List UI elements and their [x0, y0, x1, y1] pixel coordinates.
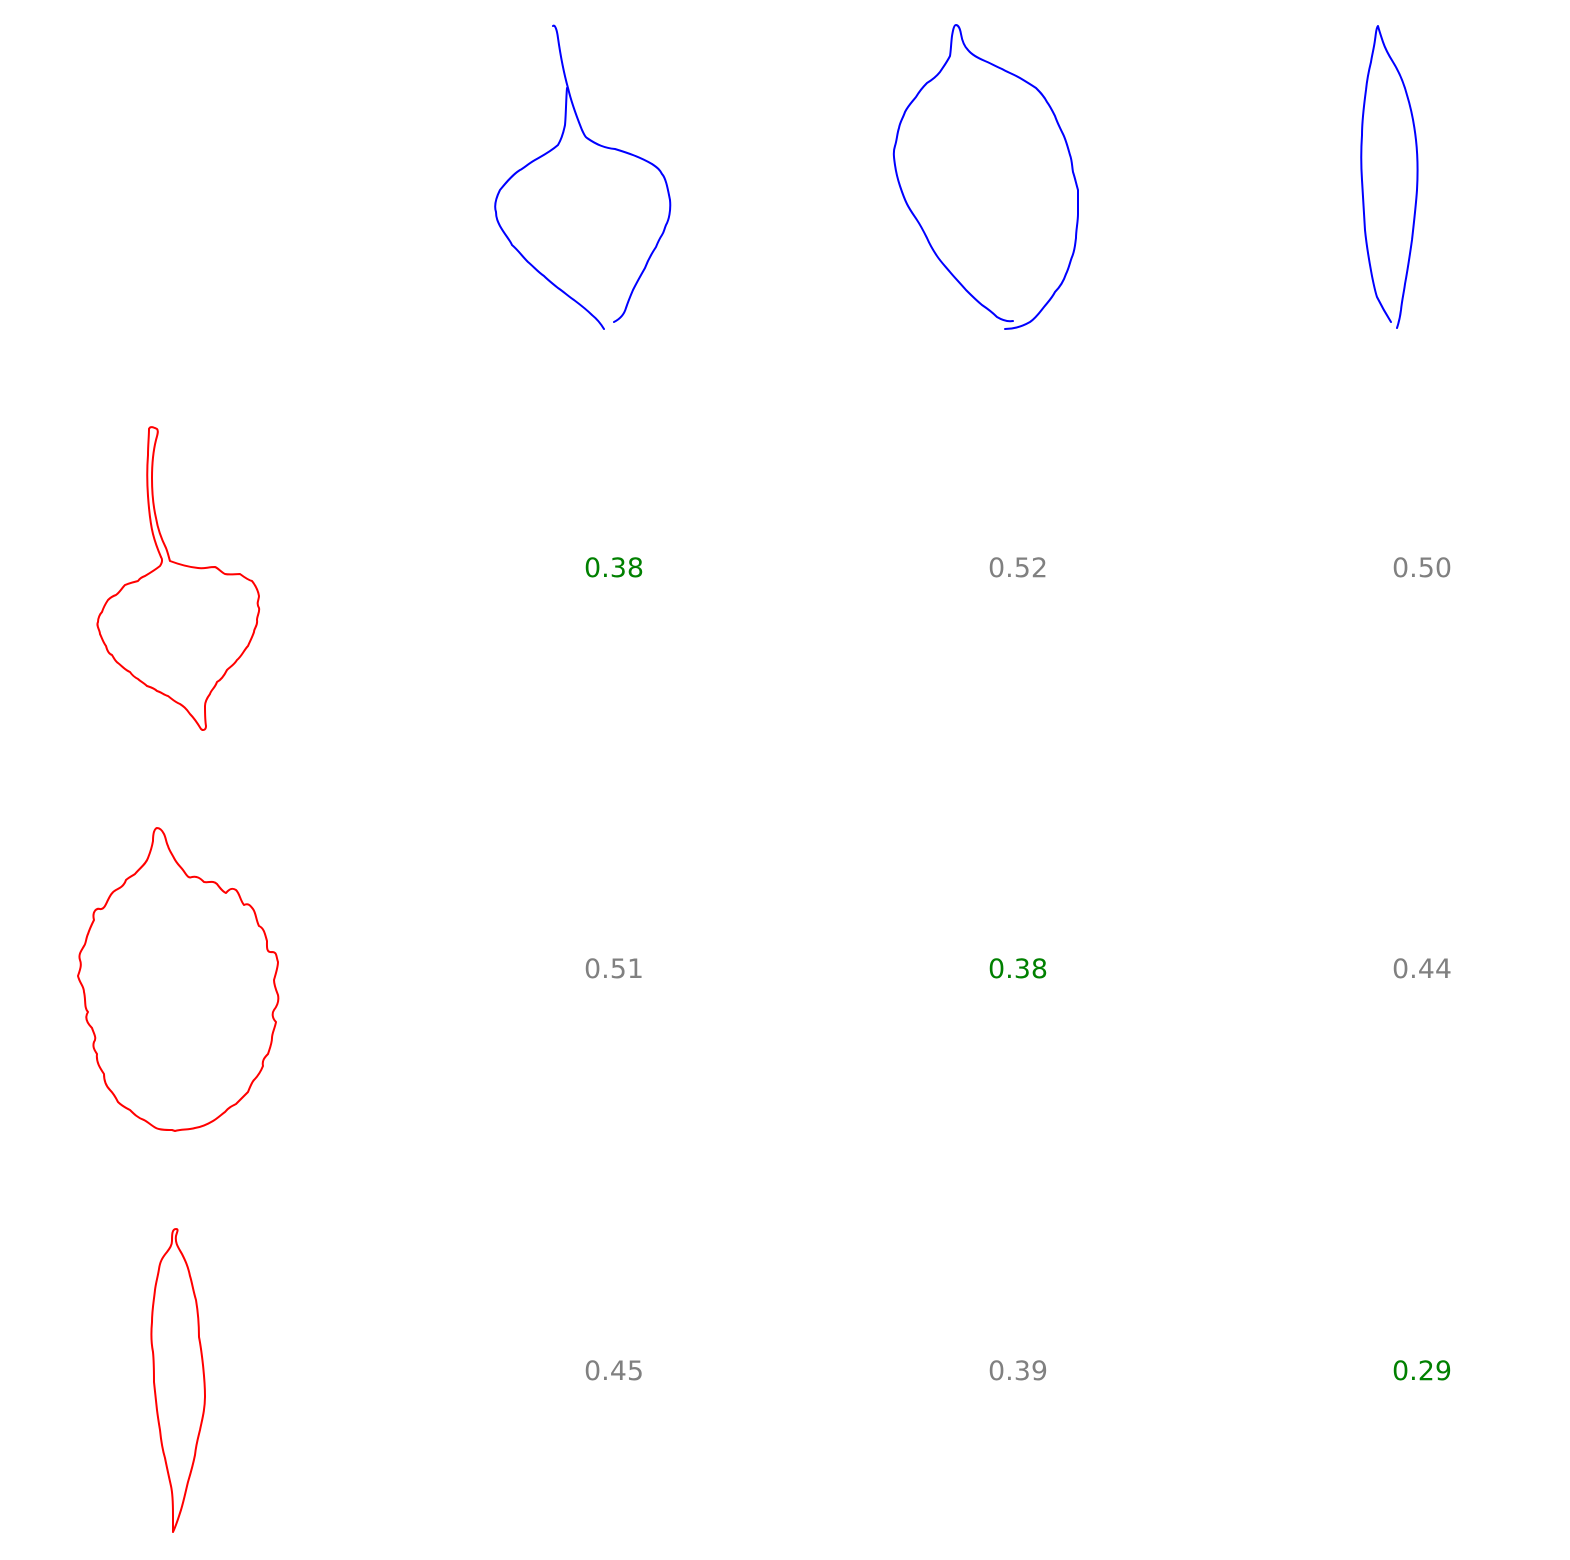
column-shape-1 — [494, 24, 672, 330]
match-score: 0.45 — [583, 1356, 645, 1387]
match-score: 0.44 — [1391, 954, 1453, 985]
row-shape-1 — [96, 426, 261, 731]
leaf-heart-long-stalk-icon — [552, 24, 672, 323]
leaf-lanceolate-icon — [1360, 25, 1419, 329]
leaf-lanceolate-icon — [150, 1228, 206, 1533]
column-shape-2 — [892, 24, 1079, 330]
leaf-oval-serrated-icon — [77, 827, 280, 1132]
match-score: 0.38 — [987, 954, 1049, 985]
column-shape-3 — [1360, 25, 1419, 329]
row-shape-2 — [77, 827, 280, 1132]
match-score: 0.29 — [1391, 1356, 1453, 1387]
match-score: 0.38 — [583, 553, 645, 584]
match-score: 0.50 — [1391, 553, 1453, 584]
row-shape-3 — [150, 1228, 206, 1533]
leaf-oval-serrated-icon — [892, 24, 1079, 330]
leaf-stalk-inner-icon — [146, 428, 162, 558]
leaf-stalk-inner-icon — [494, 87, 605, 330]
match-score: 0.51 — [583, 954, 645, 985]
leaf-heart-long-stalk-icon — [96, 426, 261, 731]
match-score: 0.39 — [987, 1356, 1049, 1387]
match-score: 0.52 — [987, 553, 1049, 584]
